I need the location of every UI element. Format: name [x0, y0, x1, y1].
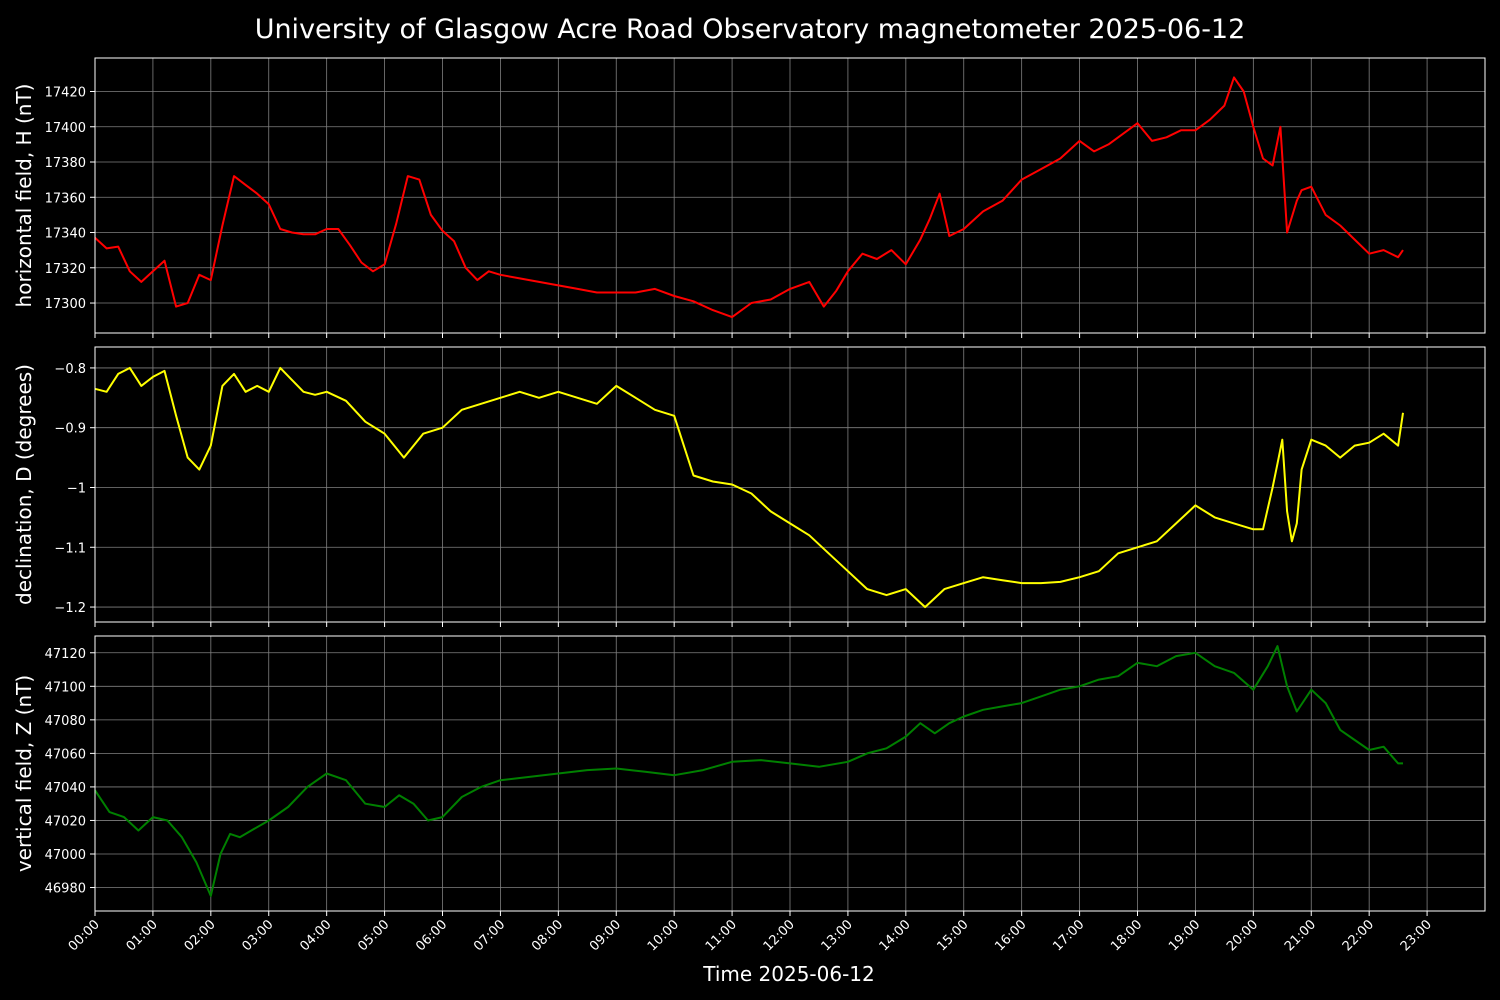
- x-tick-label: 15:00: [934, 917, 971, 954]
- x-tick-label: 05:00: [355, 917, 392, 954]
- x-axis-label: Time 2025-06-12: [702, 962, 875, 986]
- y-tick-label: 47040: [45, 781, 86, 796]
- y-tick-label: 17320: [45, 262, 86, 277]
- y-tick-label: 47080: [45, 714, 86, 729]
- x-tick-label: 17:00: [1050, 917, 1087, 954]
- y-tick-label: 17300: [45, 297, 86, 312]
- x-tick-label: 10:00: [645, 917, 682, 954]
- panel-H: 17300 17320 17340 17360 17380 17400 17420 horiz…: [12, 57, 1486, 338]
- x-tick-label: 22:00: [1340, 917, 1377, 954]
- x-tick-label: 00:00: [66, 917, 103, 954]
- y-tick-label: 17380: [45, 156, 86, 171]
- y-tick-label: −0.8: [54, 362, 86, 377]
- x-tick-label: 08:00: [529, 917, 566, 954]
- x-tick-label: 13:00: [819, 917, 856, 954]
- x-tick-label: 07:00: [471, 917, 508, 954]
- x-tick-label: 09:00: [587, 917, 624, 954]
- x-tick-label: 20:00: [1224, 917, 1261, 954]
- y-tick-label: −1: [67, 481, 86, 496]
- x-tick-label: 23:00: [1398, 917, 1435, 954]
- y-axis-label-Z: vertical field, Z (nT): [12, 675, 36, 872]
- axes-frame: [94, 635, 1486, 912]
- x-tick-label: 01:00: [124, 917, 161, 954]
- panel-Z: 46980 47000 47020 47040 47060 47080 47100 47120…: [12, 635, 1486, 916]
- y-tick-label: 17400: [45, 121, 86, 136]
- panel-D: −1.2 −1.1 −1 −0.9 −0.8 declination, D (degree…: [12, 346, 1486, 627]
- x-tick-label: 02:00: [182, 917, 219, 954]
- y-tick-label: −1.1: [54, 541, 86, 556]
- y-tick-label: 47120: [45, 647, 86, 662]
- axes-frame: [94, 346, 1486, 623]
- y-axis-label-H: horizontal field, H (nT): [12, 84, 36, 308]
- series-line-H: [94, 76, 1404, 319]
- y-axis-label-D: declination, D (degrees): [12, 364, 36, 605]
- y-tick-label: −0.9: [54, 422, 86, 437]
- x-tick-label: 06:00: [413, 917, 450, 954]
- x-tick-label: 14:00: [877, 917, 914, 954]
- y-tick-label: 47020: [45, 814, 86, 829]
- x-tick-label: 11:00: [703, 917, 740, 954]
- y-tick-label: −1.2: [54, 601, 86, 616]
- x-tick-label: 18:00: [1108, 917, 1145, 954]
- y-tick-label: 17340: [45, 227, 86, 242]
- axes-frame: [94, 57, 1486, 334]
- y-tick-label: 47100: [45, 680, 86, 695]
- y-tick-label: 47000: [45, 848, 86, 863]
- y-tick-label: 47060: [45, 747, 86, 762]
- x-tick-label: 12:00: [761, 917, 798, 954]
- x-tick-label: 03:00: [239, 917, 276, 954]
- x-tick-label: 04:00: [297, 917, 334, 954]
- series-line-D: [94, 366, 1404, 609]
- y-tick-label: 17420: [45, 85, 86, 100]
- time-axis: 00:00 01:00 02:00 03:00 04:00 05:00 06:00 07:00…: [66, 917, 1435, 954]
- y-tick-label: 17360: [45, 191, 86, 206]
- x-tick-label: 19:00: [1166, 917, 1203, 954]
- series-line-Z: [94, 645, 1403, 897]
- y-tick-label: 46980: [45, 882, 86, 897]
- x-tick-label: 21:00: [1282, 917, 1319, 954]
- x-tick-label: 16:00: [992, 917, 1029, 954]
- page-title: University of Glasgow Acre Road Observat…: [254, 14, 1246, 45]
